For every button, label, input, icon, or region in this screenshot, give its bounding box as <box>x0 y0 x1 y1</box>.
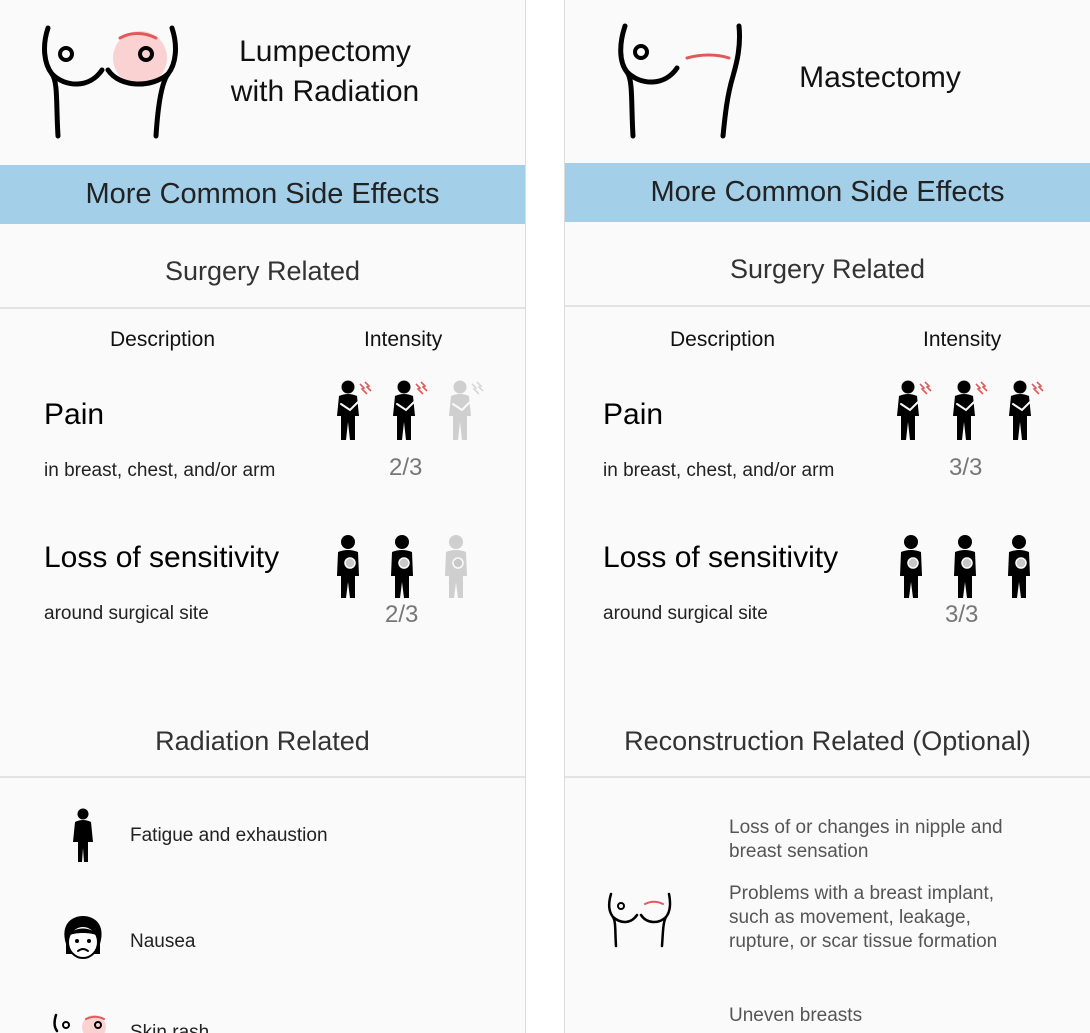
skin-rash-icon <box>53 1013 106 1033</box>
nauseous-face-icon <box>64 916 102 959</box>
surgery-section-title: Surgery Related <box>729 254 926 284</box>
mastectomy-torso-icon <box>618 23 742 139</box>
numb-person-icon <box>954 535 976 598</box>
mastectomy-panel: Mastectomy More Common Side Effects Surg… <box>564 0 1090 1033</box>
effect-subtitle-pain: in breast, chest, and/or arm <box>603 460 835 481</box>
page-title: Mastectomy <box>799 61 961 94</box>
intensity-column-header: Intensity <box>923 328 1002 351</box>
pain-intensity-score: 3/3 <box>949 454 983 481</box>
pain-person-icon <box>337 380 372 440</box>
pain-person-icon <box>393 380 428 440</box>
pain-person-icon <box>953 380 988 440</box>
effect-title-sensitivity: Loss of sensitivity <box>44 541 280 574</box>
reconstruction-item-sensation: Loss of or changes in nipple and breast … <box>729 817 1003 862</box>
effect-subtitle-sensitivity: around surgical site <box>44 603 209 624</box>
lumpectomy-torso-icon <box>42 25 178 139</box>
description-column-header: Description <box>670 328 776 351</box>
sensitivity-intensity-score: 3/3 <box>945 601 979 628</box>
sensitivity-intensity-icons <box>899 534 1031 600</box>
numb-person-icon <box>391 535 413 598</box>
numb-person-icon <box>900 535 922 598</box>
common-side-effects-band: More Common Side Effects <box>0 165 525 224</box>
pain-person-icon <box>1009 380 1044 440</box>
common-side-effects-band: More Common Side Effects <box>565 163 1090 222</box>
radiation-item-fatigue: Fatigue and exhaustion <box>130 825 328 846</box>
divider <box>565 776 1090 778</box>
effect-title-pain: Pain <box>44 398 105 431</box>
radiation-item-nausea: Nausea <box>130 931 196 952</box>
intensity-column-header: Intensity <box>364 328 443 351</box>
effect-subtitle-pain: in breast, chest, and/or arm <box>44 460 276 481</box>
pain-intensity-icons <box>896 380 1044 442</box>
sensitivity-intensity-icons <box>336 534 468 600</box>
effect-subtitle-sensitivity: around surgical site <box>603 603 768 624</box>
surgery-section-title: Surgery Related <box>164 256 361 286</box>
reconstruction-item-uneven: Uneven breasts <box>729 1005 863 1026</box>
divider <box>565 305 1090 307</box>
reconstruction-item-implant: Problems with a breast implant, such as … <box>729 883 998 952</box>
pain-intensity-score: 2/3 <box>389 454 423 481</box>
tired-person-icon <box>73 808 93 862</box>
numb-person-icon <box>337 535 359 598</box>
divider <box>0 776 525 778</box>
pain-intensity-icons <box>336 380 484 442</box>
title-line-2: with Radiation <box>230 75 420 108</box>
radiation-section-title: Radiation Related <box>155 726 370 756</box>
reconstruction-section-title: Reconstruction Related (Optional) <box>624 726 1031 756</box>
divider <box>0 307 525 309</box>
numb-person-icon <box>1008 535 1030 598</box>
effect-title-sensitivity: Loss of sensitivity <box>603 541 839 574</box>
lumpectomy-panel: Lumpectomy with Radiation More Common Si… <box>0 0 526 1033</box>
sensitivity-intensity-score: 2/3 <box>385 601 419 628</box>
numb-person-icon <box>445 535 467 598</box>
page-title: Lumpectomy with Radiation <box>210 32 440 112</box>
description-column-header: Description <box>110 328 216 351</box>
reconstruction-torso-icon <box>608 892 672 948</box>
title-line-1: Lumpectomy <box>239 35 411 68</box>
effect-title-pain: Pain <box>603 398 664 431</box>
pain-person-icon <box>449 380 484 440</box>
radiation-item-skin-rash: Skin rash <box>130 1022 210 1033</box>
pain-person-icon <box>897 380 932 440</box>
